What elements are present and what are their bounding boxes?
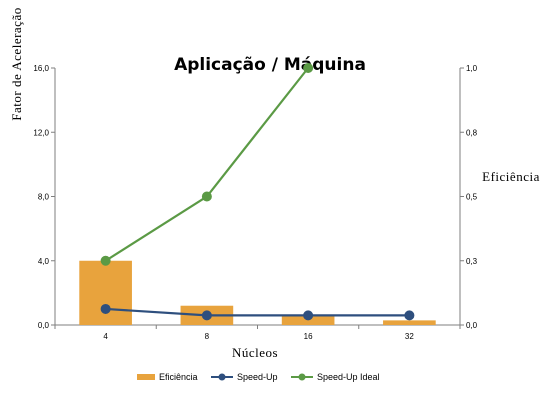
y-tick-label: 0,0 xyxy=(38,321,50,330)
legend-marker xyxy=(218,373,226,381)
data-point xyxy=(404,310,415,321)
data-point xyxy=(100,303,111,314)
data-point xyxy=(303,63,314,73)
x-tick-label: 32 xyxy=(405,332,414,341)
y-tick-label: 16,0 xyxy=(33,64,49,73)
chart-title: Aplicação / Máquina xyxy=(174,55,366,75)
y2-tick-label: 0,0 xyxy=(466,321,478,330)
legend-swatch xyxy=(137,374,155,380)
y-tick-label: 4,0 xyxy=(38,257,50,266)
tick-labels: 0,0 4,0 8,0 12,0 16,0 0,0 0,3 0,5 0,8 1,0 4 8 16 32 xyxy=(33,64,477,341)
y2-tick-label: 0,3 xyxy=(466,257,478,266)
legend: Eficiência Speed-Up Speed-Up Ideal xyxy=(137,372,380,382)
legend-marker xyxy=(298,373,306,381)
lines xyxy=(100,63,415,321)
series-line xyxy=(105,67,309,262)
x-tick-label: 8 xyxy=(205,332,210,341)
y2-axis-title: Eficiência xyxy=(482,169,540,184)
legend-label: Eficiência xyxy=(159,372,198,382)
series-line xyxy=(105,307,410,317)
y2-tick-label: 0,5 xyxy=(466,193,478,202)
x-tick-label: 16 xyxy=(304,332,313,341)
x-axis-title: Núcleos xyxy=(232,345,278,360)
bar xyxy=(281,316,335,325)
y2-tick-label: 0,8 xyxy=(466,128,478,137)
data-point xyxy=(201,191,212,202)
x-tick-label: 4 xyxy=(103,332,108,341)
y-tick-label: 12,0 xyxy=(33,128,49,137)
y-axis-title: Fator de Aceleração xyxy=(9,7,24,120)
y-tick-label: 8,0 xyxy=(38,193,50,202)
legend-label: Speed-Up Ideal xyxy=(317,372,380,382)
data-point xyxy=(201,310,212,321)
data-point xyxy=(100,255,111,266)
legend-label: Speed-Up xyxy=(237,372,278,382)
bar xyxy=(383,320,436,325)
bar xyxy=(79,260,132,325)
y2-tick-label: 1,0 xyxy=(466,64,478,73)
data-point xyxy=(303,310,314,321)
